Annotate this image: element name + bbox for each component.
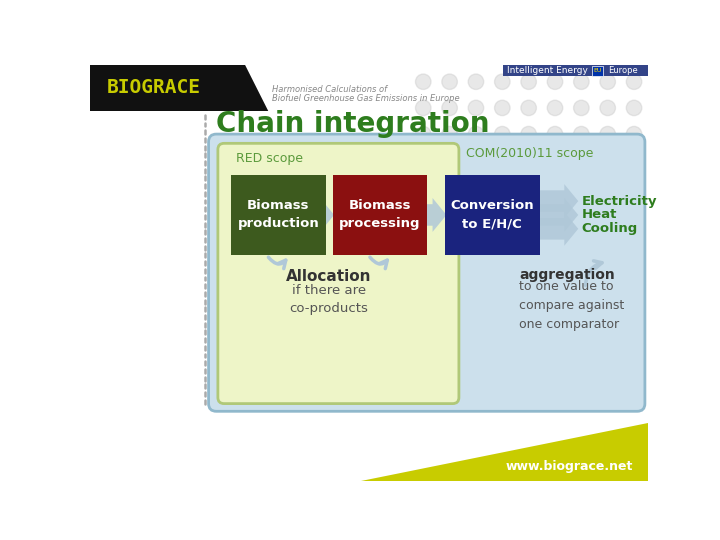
Text: Europe: Europe (608, 66, 637, 76)
Circle shape (495, 100, 510, 116)
Circle shape (442, 100, 457, 116)
Text: Electricity: Electricity (581, 194, 657, 207)
Circle shape (442, 74, 457, 90)
Text: Intelligent Energy: Intelligent Energy (507, 66, 588, 76)
Text: if there are
co-products: if there are co-products (289, 284, 369, 315)
Circle shape (495, 126, 510, 142)
Polygon shape (538, 198, 578, 232)
FancyBboxPatch shape (445, 175, 539, 255)
Circle shape (600, 74, 616, 90)
FancyBboxPatch shape (593, 66, 603, 76)
Text: Biomass
processing: Biomass processing (339, 199, 420, 231)
Text: aggregation: aggregation (519, 268, 615, 282)
Text: Conversion
to E/H/C: Conversion to E/H/C (451, 199, 534, 231)
Text: Biomass
production: Biomass production (238, 199, 319, 231)
Circle shape (521, 126, 536, 142)
Circle shape (574, 74, 589, 90)
Circle shape (626, 100, 642, 116)
Circle shape (521, 100, 536, 116)
Text: BIOGRACE: BIOGRACE (107, 78, 201, 97)
Circle shape (415, 74, 431, 90)
Text: Cooling: Cooling (581, 222, 638, 235)
Text: Biofuel Greenhouse Gas Emissions in Europe: Biofuel Greenhouse Gas Emissions in Euro… (272, 94, 460, 103)
Polygon shape (538, 184, 578, 218)
Circle shape (574, 100, 589, 116)
Circle shape (415, 100, 431, 116)
Polygon shape (320, 198, 334, 232)
Circle shape (468, 126, 484, 142)
Circle shape (626, 126, 642, 142)
Text: EU: EU (593, 69, 602, 73)
Text: COM(2010)11 scope: COM(2010)11 scope (466, 147, 593, 160)
Circle shape (547, 126, 563, 142)
FancyArrowPatch shape (269, 257, 286, 268)
Polygon shape (361, 423, 648, 481)
Circle shape (547, 74, 563, 90)
FancyBboxPatch shape (218, 143, 459, 403)
Text: to one value to
compare against
one comparator: to one value to compare against one comp… (519, 280, 625, 332)
FancyBboxPatch shape (231, 175, 325, 255)
Circle shape (574, 126, 589, 142)
Circle shape (600, 126, 616, 142)
Circle shape (468, 74, 484, 90)
FancyArrowPatch shape (585, 261, 602, 285)
Circle shape (521, 74, 536, 90)
FancyBboxPatch shape (333, 175, 427, 255)
Polygon shape (538, 212, 578, 246)
Circle shape (468, 100, 484, 116)
Text: Chain integration: Chain integration (215, 110, 489, 138)
Circle shape (415, 126, 431, 142)
Circle shape (600, 100, 616, 116)
Circle shape (547, 100, 563, 116)
Circle shape (626, 74, 642, 90)
Polygon shape (90, 65, 269, 111)
Circle shape (495, 74, 510, 90)
FancyArrowPatch shape (370, 257, 387, 268)
Text: Harmonised Calculations of: Harmonised Calculations of (272, 85, 387, 94)
FancyBboxPatch shape (209, 134, 645, 411)
Text: RED scope: RED scope (235, 152, 302, 165)
Text: Heat: Heat (581, 208, 617, 221)
Circle shape (442, 126, 457, 142)
FancyBboxPatch shape (503, 65, 648, 76)
Polygon shape (426, 198, 446, 232)
Text: www.biograce.net: www.biograce.net (505, 460, 632, 473)
Text: Allocation: Allocation (287, 269, 372, 284)
